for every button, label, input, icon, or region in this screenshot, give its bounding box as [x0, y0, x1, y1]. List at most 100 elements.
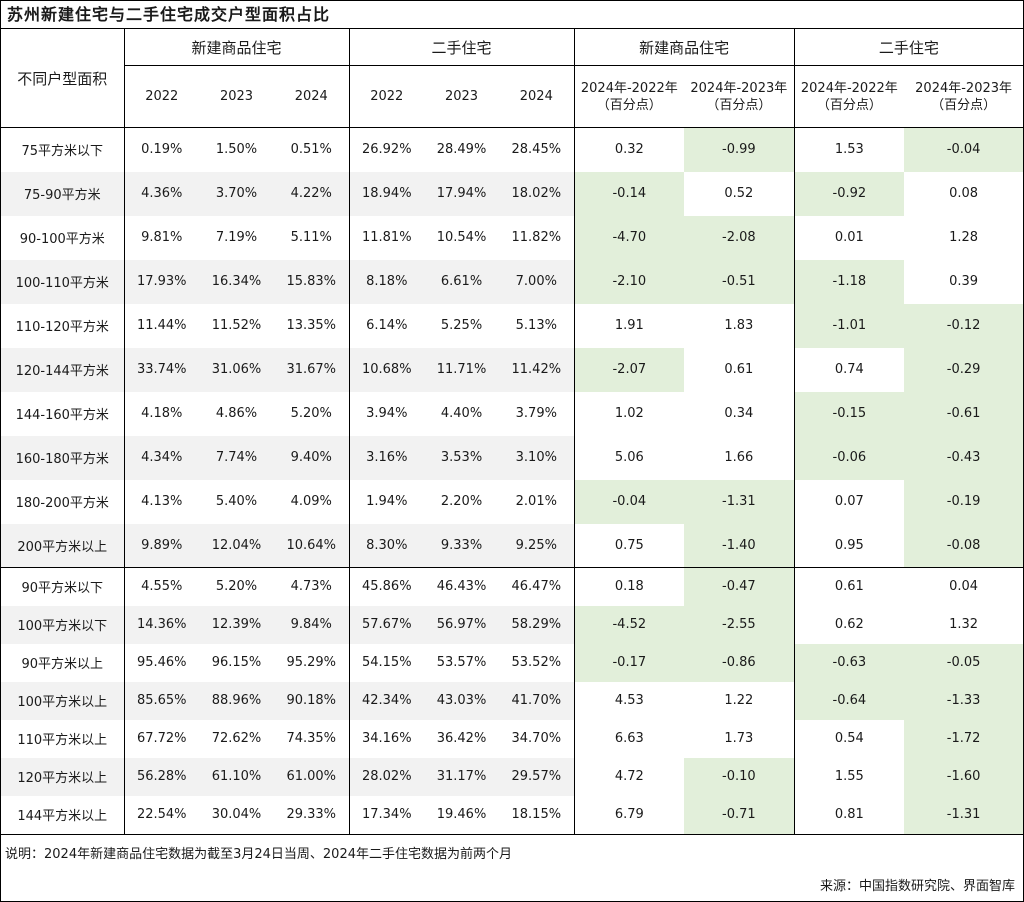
new-share-cell: 85.65% [124, 681, 199, 720]
diff-header-line2: （百分点） [596, 97, 662, 113]
second-share-cell: 46.43% [424, 567, 500, 606]
new-share-cell: 88.96% [199, 681, 274, 720]
second-share-cell: 18.15% [499, 795, 575, 834]
second-diff-cell: -1.01 [794, 303, 905, 348]
table-body-cumulative: 90平方米以下 4.55% 5.20% 4.73% 45.86% 46.43% 46.47%… [1, 567, 1024, 834]
table-row: 120平方米以上 56.28% 61.10% 61.00% 28.02% 31.17% 29… [1, 757, 1024, 796]
second-diff-cell: -0.12 [904, 303, 1024, 348]
second-share-cell: 28.49% [436, 142, 487, 158]
diff-header-line1: 2024年-2023年 [690, 80, 788, 96]
second-share-cell: 5.25% [440, 318, 483, 333]
year-header: 2023 [219, 89, 254, 104]
new-share-cell: 14.36% [124, 605, 199, 644]
second-share-cell: 6.14% [366, 318, 408, 333]
second-share-cell: 36.42% [436, 731, 487, 746]
second-share-cell: 18.02% [499, 171, 575, 216]
second-share-cell: 9.25% [499, 523, 575, 568]
year-header: 2022 [370, 89, 404, 104]
second-diff-cell: 0.61 [794, 567, 905, 606]
row-label: 100平方米以下 [1, 605, 125, 644]
diff-header-line1: 2024年-2022年 [580, 80, 678, 96]
new-share-cell: 16.34% [199, 259, 274, 304]
second-diff-cell: 0.39 [949, 274, 979, 289]
second-share-cell: 3.10% [499, 435, 575, 480]
new-diff-cell: 0.18 [574, 567, 685, 606]
source-line: 来源：中国指数研究院、界面智库 [819, 878, 1015, 894]
diff-header-line2: （百分点） [816, 97, 882, 113]
second-diff-cell: -0.04 [904, 127, 1024, 172]
table-row: 90平方米以上 95.46% 96.15% 95.29% 54.15% 53.57% 53.… [1, 643, 1024, 682]
second-share-cell: 46.47% [499, 567, 575, 606]
row-label: 144平方米以上 [1, 795, 125, 834]
new-share-cell: 11.44% [136, 318, 187, 333]
second-share-cell: 3.53% [424, 435, 500, 480]
second-share-cell: 3.16% [349, 435, 425, 480]
second-share-cell: 8.18% [349, 259, 425, 304]
table-row: 110-120平方米 11.44% 11.52% 13.35% 6.14% 5.25% 5.… [1, 303, 1024, 348]
new-share-cell: 22.54% [136, 807, 187, 822]
second-share-cell: 29.57% [499, 757, 575, 796]
new-diff-cell: -2.10 [574, 259, 685, 304]
second-share-cell: 17.34% [361, 807, 412, 822]
new-diff-cell: 6.63 [614, 731, 644, 746]
new-diff-cell: -0.17 [574, 643, 685, 682]
second-share-cell: 17.94% [424, 171, 500, 216]
group-header-second-diff: 二手住宅 [794, 29, 1024, 66]
second-diff-cell: -0.64 [794, 681, 905, 720]
second-diff-cell: 0.95 [834, 537, 864, 553]
second-diff-cell: -0.92 [794, 171, 905, 216]
second-diff-cell: -0.06 [794, 435, 905, 480]
second-diff-cell: 0.54 [834, 731, 864, 746]
second-diff-cell: -0.63 [794, 643, 905, 682]
row-label: 180-200平方米 [1, 479, 125, 524]
new-diff-cell: 4.53 [614, 693, 644, 708]
second-share-cell: 6.61% [424, 259, 500, 304]
table-row: 100-110平方米 17.93% 16.34% 15.83% 8.18% 6.61% 7.… [1, 259, 1023, 304]
new-diff-cell: -0.51 [684, 259, 795, 304]
second-share-cell: 1.94% [366, 494, 408, 509]
table-row: 75平方米以下 0.19% 1.50% 0.51% 26.92% 28.49% 28.45%… [1, 127, 1024, 172]
new-diff-cell: -1.31 [684, 479, 795, 524]
table-row: 110平方米以上 67.72% 72.62% 74.35% 34.16% 36.42% 34… [1, 719, 1024, 758]
new-share-cell: 4.18% [141, 406, 183, 421]
new-share-cell: 33.74% [124, 347, 199, 392]
new-diff-cell: -4.52 [574, 605, 685, 644]
diff-header: 2024年-2023年 （百分点） [684, 65, 795, 128]
new-diff-cell: 0.34 [684, 391, 795, 436]
new-share-cell: 56.28% [124, 757, 199, 796]
second-diff-cell: -0.43 [904, 435, 1024, 480]
new-diff-cell: -2.55 [684, 605, 795, 644]
year-header: 2022 [145, 89, 179, 104]
new-share-cell: 4.09% [274, 479, 350, 524]
row-label: 90-100平方米 [1, 215, 125, 260]
new-share-cell: 95.46% [136, 655, 187, 670]
table-row: 160-180平方米 4.34% 7.74% 9.40% 3.16% 3.53% 3.10%… [1, 435, 1024, 480]
second-share-cell: 7.00% [499, 259, 575, 304]
second-share-cell: 53.57% [436, 655, 487, 670]
new-share-cell: 4.13% [141, 494, 183, 509]
second-diff-cell: 0.01 [834, 230, 864, 245]
new-diff-cell: 1.91 [614, 318, 644, 333]
year-header: 2024 [274, 65, 350, 128]
second-diff-cell: -0.05 [904, 643, 1024, 682]
row-label: 100-110平方米 [1, 259, 125, 304]
row-label: 110平方米以上 [1, 719, 125, 758]
new-diff-cell: -2.08 [684, 215, 795, 260]
table-row: 144-160平方米 4.18% 4.86% 5.20% 3.94% 4.40% 3.79%… [1, 391, 1024, 436]
second-diff-cell: 1.28 [949, 230, 979, 245]
diff-header: 2024年-2023年 （百分点） [904, 66, 1023, 128]
new-share-cell: 17.93% [124, 259, 199, 304]
new-diff-cell: 0.75 [614, 537, 644, 553]
second-diff-cell: -0.19 [904, 479, 1024, 524]
row-label: 100平方米以上 [1, 681, 125, 720]
new-share-cell: 5.20% [274, 391, 350, 436]
new-share-cell: 1.50% [215, 142, 258, 158]
second-share-cell: 28.45% [499, 127, 575, 172]
new-diff-cell: 1.22 [684, 681, 795, 720]
new-share-cell: 4.86% [215, 406, 258, 421]
new-share-cell: 4.73% [274, 567, 350, 606]
row-label: 120平方米以上 [1, 757, 125, 796]
new-diff-cell: -0.47 [684, 567, 795, 606]
second-share-cell: 58.29% [499, 605, 575, 644]
